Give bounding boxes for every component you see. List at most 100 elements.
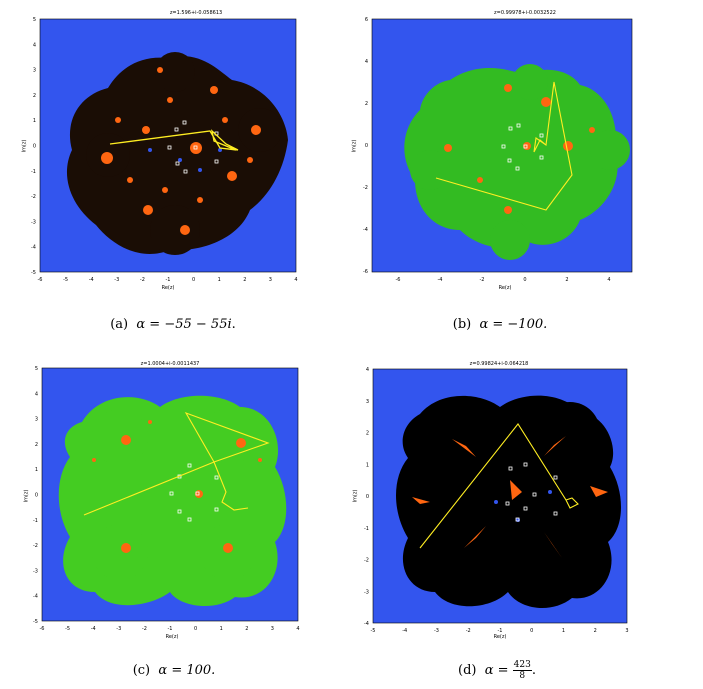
svg-text:3: 3 [625,628,628,634]
x-tick-labels-a: -6 -5 -4 -3 -2 -1 0 1 2 3 4 [38,277,298,283]
svg-text:-3: -3 [116,626,121,632]
svg-text:0: 0 [365,143,368,149]
fractal-plot-b: -6 -4 -2 0 2 4 6 4 2 0 -2 -4 -6 [363,17,633,283]
svg-text:4: 4 [366,367,369,373]
svg-text:3: 3 [33,68,36,74]
plot-title-b: z=0.99978+i-0.0032522 [494,10,556,16]
svg-text:1: 1 [220,626,223,632]
svg-text:-3: -3 [114,277,119,283]
svg-text:4: 4 [607,277,610,283]
svg-text:2: 2 [35,442,38,448]
svg-text:0: 0 [192,277,195,283]
svg-text:-1: -1 [364,526,369,532]
svg-text:-2: -2 [142,626,147,632]
fractal-plot-c: -6 -5 -4 -3 -2 -1 0 1 2 3 4 5 4 3 2 1 0 … [33,366,300,632]
svg-text:-1: -1 [168,626,173,632]
svg-text:6: 6 [365,17,368,23]
svg-text:4: 4 [35,391,38,397]
svg-text:-2: -2 [364,558,369,564]
orbit-path-b [435,81,573,211]
svg-text:0: 0 [523,277,526,283]
svg-text:-1: -1 [33,518,38,524]
svg-text:-6: -6 [396,277,401,283]
svg-text:-3: -3 [33,568,38,574]
svg-text:-2: -2 [33,543,38,549]
svg-text:2: 2 [365,101,368,107]
x-axis-label-b: Re(z) [498,285,512,291]
svg-text:-5: -5 [33,619,38,625]
svg-text:0: 0 [35,493,38,499]
fractal-set-a [66,52,288,255]
svg-text:1: 1 [218,277,221,283]
caption-b: (b) α = −100. [452,317,548,332]
svg-text:-6: -6 [38,277,43,283]
svg-text:2: 2 [366,431,369,437]
svg-text:0: 0 [530,628,533,634]
svg-text:2: 2 [243,277,246,283]
svg-text:-1: -1 [498,628,503,634]
svg-text:2: 2 [245,626,248,632]
y-axis-label-d: Im(z) [352,489,359,503]
orbit-path-a [109,129,239,151]
svg-text:4: 4 [294,277,297,283]
svg-text:1: 1 [35,467,38,473]
svg-text:-2: -2 [363,185,368,191]
svg-text:0: 0 [33,144,36,150]
svg-text:3: 3 [269,277,272,283]
svg-text:0: 0 [194,626,197,632]
y-axis-label-b: Im(z) [351,139,358,153]
svg-text:1: 1 [562,628,565,634]
svg-text:3: 3 [271,626,274,632]
y-axis-label-c: Im(z) [23,489,30,503]
orbit-path-d [419,423,579,549]
svg-text:2: 2 [565,277,568,283]
x-axis-label-a: Re(z) [161,285,175,291]
fractal-plot-d: -5 -4 -3 -2 -1 0 1 2 3 4 3 2 1 0 -1 -2 -… [364,367,629,634]
svg-text:2: 2 [33,93,36,99]
svg-text:2: 2 [594,628,597,634]
fractal-plot-a: -6 -5 -4 -3 -2 -1 0 1 2 3 4 5 4 3 2 1 0 … [31,17,298,283]
svg-text:-5: -5 [371,628,376,634]
svg-text:-4: -4 [33,594,38,600]
x-axis-label-d: Re(z) [493,634,507,640]
svg-text:1: 1 [33,118,36,124]
caption-c: (c) α = 100. [132,663,216,678]
fractal-set-b [404,64,630,260]
svg-text:-2: -2 [31,194,36,200]
svg-text:5: 5 [35,366,38,372]
caption-d: (d) α = 423 8. [458,660,536,681]
svg-text:-1: -1 [31,169,36,175]
svg-text:-2: -2 [480,277,485,283]
svg-text:-3: -3 [364,589,369,595]
plot-title-a: z=1.596+i-0.058613 [169,10,223,16]
svg-text:-4: -4 [31,245,36,251]
svg-text:-5: -5 [63,277,68,283]
caption-a: (a) α = −55 − 55i. [110,317,236,332]
svg-text:-5: -5 [65,626,70,632]
caption-fraction-d: 423 8 [512,660,532,681]
svg-text:0: 0 [366,494,369,500]
svg-text:5: 5 [33,17,36,23]
svg-text:3: 3 [366,399,369,405]
plot-title-d: z=0.99824+i-0.064218 [469,361,529,367]
svg-text:-1: -1 [166,277,171,283]
y-tick-labels-a: 5 4 3 2 1 0 -1 -2 -3 -4 -5 [31,17,36,276]
svg-text:4: 4 [365,59,368,65]
svg-text:-2: -2 [466,628,471,634]
svg-text:-4: -4 [364,621,369,627]
svg-text:-2: -2 [140,277,145,283]
svg-text:-3: -3 [434,628,439,634]
svg-text:-6: -6 [363,269,368,275]
svg-text:-6: -6 [40,626,45,632]
plot-frame-a [39,18,297,273]
fractal-set-c [58,395,287,607]
svg-text:4: 4 [296,626,299,632]
svg-text:-4: -4 [91,626,96,632]
svg-text:1: 1 [366,462,369,468]
y-axis-label-a: Im(z) [21,139,28,153]
svg-text:3: 3 [35,417,38,423]
svg-text:-3: -3 [31,219,36,225]
svg-text:4: 4 [33,42,36,48]
svg-text:-4: -4 [363,227,368,233]
svg-text:-4: -4 [438,277,443,283]
